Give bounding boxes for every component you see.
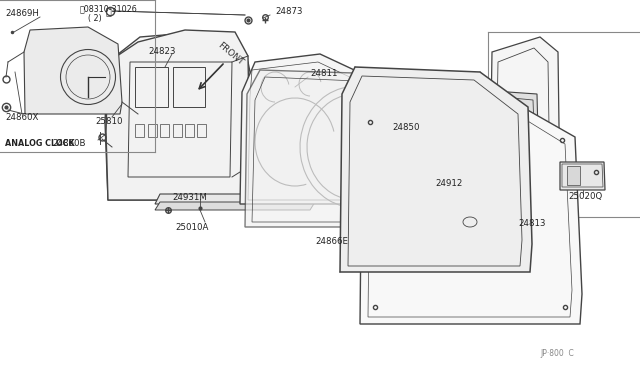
Polygon shape	[106, 30, 250, 200]
Text: 24823: 24823	[148, 48, 175, 57]
Text: 24813: 24813	[518, 219, 545, 228]
Text: 24866E: 24866E	[315, 237, 348, 247]
Text: 24912: 24912	[435, 180, 462, 189]
Text: JP·800  C: JP·800 C	[540, 350, 573, 359]
Text: 24869H: 24869H	[5, 10, 39, 19]
Text: Ⓢ08310-31026: Ⓢ08310-31026	[80, 4, 138, 13]
Polygon shape	[155, 202, 315, 210]
Polygon shape	[245, 70, 432, 227]
Polygon shape	[105, 32, 268, 200]
Text: 24931M: 24931M	[172, 192, 207, 202]
Text: ( 2): ( 2)	[88, 13, 102, 22]
Text: 25810: 25810	[95, 118, 122, 126]
Polygon shape	[567, 166, 580, 185]
Text: 24811: 24811	[310, 70, 337, 78]
Polygon shape	[360, 97, 582, 324]
Text: 24860B: 24860B	[52, 140, 86, 148]
Polygon shape	[24, 27, 122, 114]
Text: 24850: 24850	[392, 122, 419, 131]
Polygon shape	[490, 37, 560, 200]
Polygon shape	[508, 92, 538, 134]
Text: 24873: 24873	[275, 7, 303, 16]
Text: FRONT: FRONT	[216, 41, 245, 67]
Polygon shape	[155, 194, 305, 204]
Polygon shape	[240, 54, 392, 204]
Text: Ⓢ: Ⓢ	[105, 6, 111, 16]
Text: ANALOG CLOCK: ANALOG CLOCK	[5, 140, 75, 148]
Polygon shape	[560, 162, 605, 190]
Text: 24860X: 24860X	[5, 112, 38, 122]
Text: 25020Q: 25020Q	[568, 192, 602, 202]
Polygon shape	[340, 67, 532, 272]
Text: 25010A: 25010A	[175, 222, 209, 231]
